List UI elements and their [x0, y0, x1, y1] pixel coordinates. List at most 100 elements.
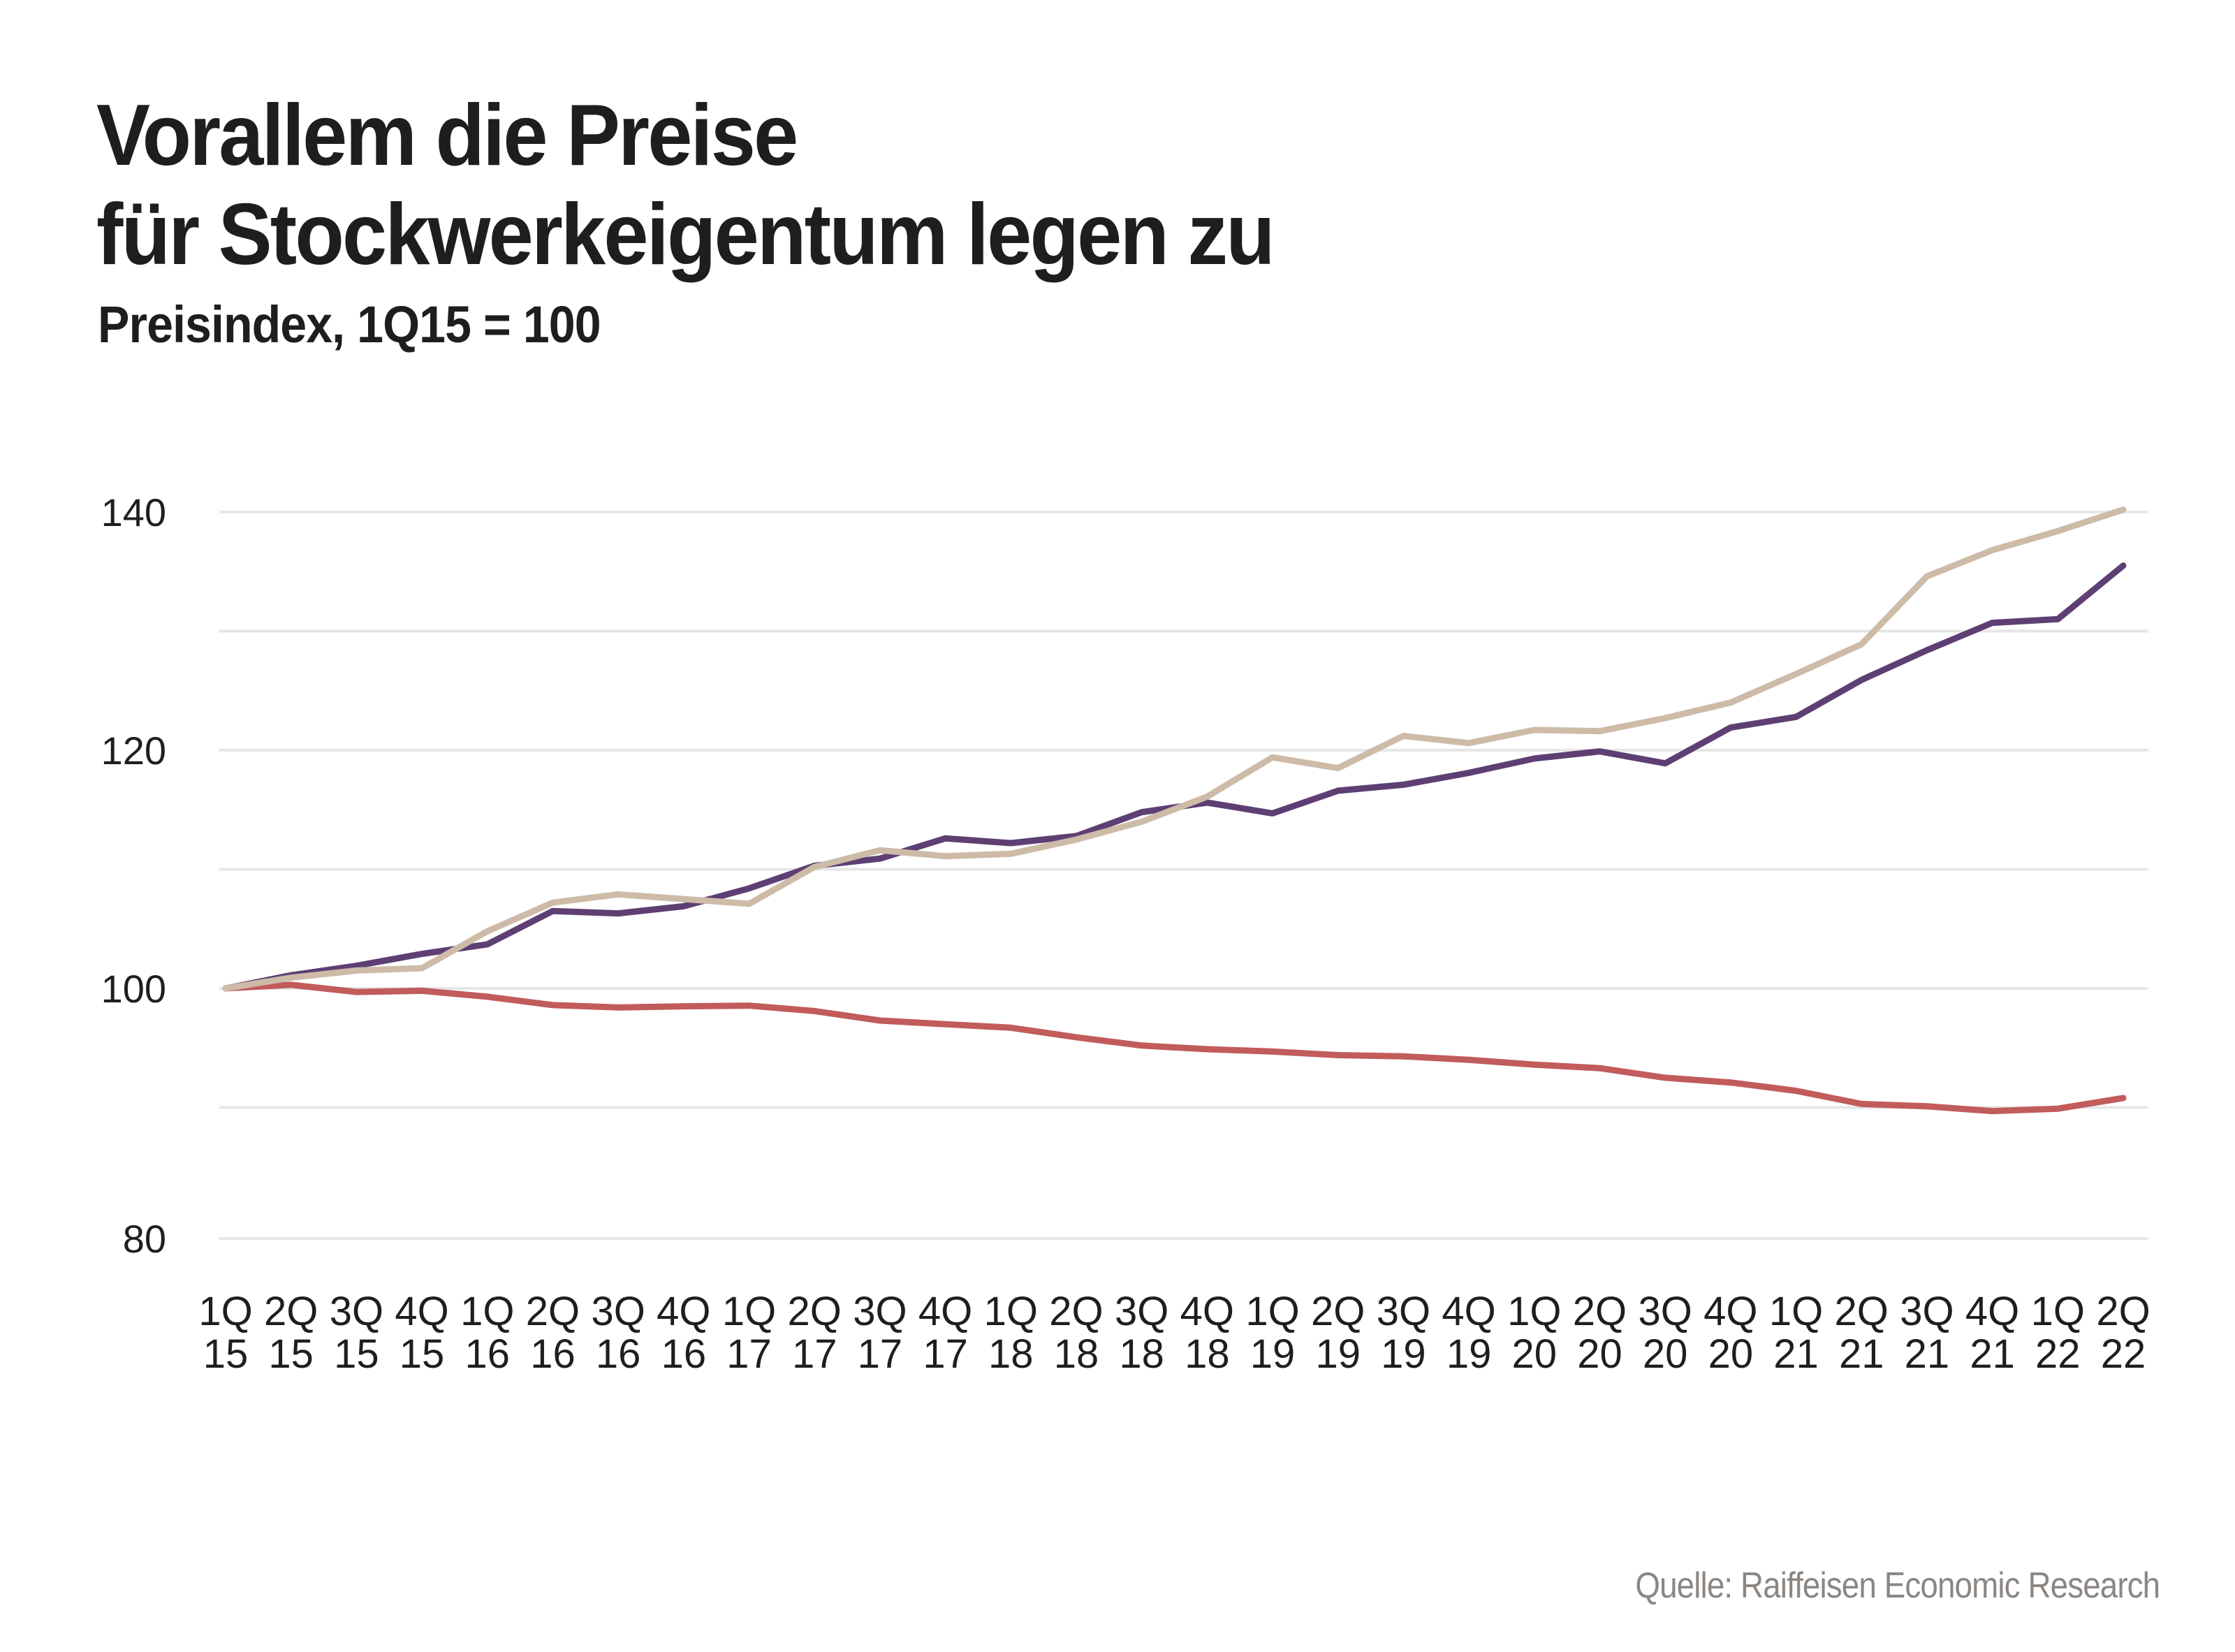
- x-tick-year: 18: [1119, 1331, 1164, 1377]
- x-tick-year: 19: [1446, 1331, 1492, 1377]
- x-tick-quarter: 1Q: [722, 1289, 776, 1334]
- y-tick-label: 100: [101, 967, 166, 1011]
- x-tick-quarter: 3Q: [853, 1289, 907, 1334]
- x-tick-year: 22: [2035, 1331, 2081, 1377]
- x-tick-label: 1Q 19: [1245, 1289, 1299, 1377]
- x-tick-label: 4Q 20: [1703, 1289, 1757, 1377]
- x-tick-year: 18: [1054, 1331, 1099, 1377]
- x-tick-quarter: 4Q: [1442, 1289, 1495, 1334]
- x-tick-label: 3Q 15: [330, 1289, 383, 1377]
- x-tick-quarter: 2Q: [1049, 1289, 1103, 1334]
- x-tick-quarter: 1Q: [1769, 1289, 1823, 1334]
- x-tick-label: 1Q 20: [1507, 1289, 1561, 1377]
- x-tick-label: 2Q 17: [788, 1289, 842, 1377]
- x-tick-label: 4Q 15: [395, 1289, 448, 1377]
- x-tick-label: 4Q 16: [657, 1289, 710, 1377]
- x-tick-label: 2Q 21: [1835, 1289, 1889, 1377]
- x-tick-year: 15: [268, 1331, 314, 1377]
- x-tick-label: 4Q 18: [1180, 1289, 1234, 1377]
- x-tick-label: 2Q 16: [526, 1289, 580, 1377]
- x-tick-quarter: 2Q: [2096, 1289, 2150, 1334]
- x-tick-quarter: 1Q: [198, 1289, 252, 1334]
- x-tick-quarter: 4Q: [1180, 1289, 1234, 1334]
- x-tick-quarter: 3Q: [330, 1289, 383, 1334]
- x-tick-label: 1Q 21: [1769, 1289, 1823, 1377]
- x-tick-label: 4Q 17: [918, 1289, 972, 1377]
- x-tick-quarter: 1Q: [1507, 1289, 1561, 1334]
- x-tick-label: 3Q 18: [1115, 1289, 1168, 1377]
- x-tick-quarter: 4Q: [395, 1289, 448, 1334]
- x-tick-year: 19: [1315, 1331, 1361, 1377]
- x-tick-label: 1Q 15: [198, 1289, 252, 1377]
- x-tick-label: 3Q 16: [591, 1289, 645, 1377]
- chart-title-line-2: für Stockwerkeigentum legen zu: [96, 187, 1275, 283]
- x-tick-label: 2Q 19: [1311, 1289, 1365, 1377]
- x-tick-year: 18: [1185, 1331, 1230, 1377]
- y-tick-label: 120: [101, 729, 166, 773]
- x-tick-quarter: 1Q: [1245, 1289, 1299, 1334]
- x-tick-quarter: 2Q: [788, 1289, 842, 1334]
- x-tick-label: 1Q 17: [722, 1289, 776, 1377]
- source-note: Quelle: Raiffeisen Economic Research: [1635, 1565, 2160, 1606]
- x-tick-label: 1Q 16: [460, 1289, 514, 1377]
- x-tick-year: 17: [858, 1331, 903, 1377]
- series-line-2: [222, 981, 2127, 1115]
- x-tick-quarter: 1Q: [984, 1289, 1038, 1334]
- x-tick-quarter: 3Q: [1638, 1289, 1692, 1334]
- x-tick-quarter: 4Q: [657, 1289, 710, 1334]
- x-tick-label: 2Q 18: [1049, 1289, 1103, 1377]
- x-tick-year: 21: [1970, 1331, 2015, 1377]
- x-tick-label: 4Q 19: [1442, 1289, 1495, 1377]
- x-tick-year: 16: [465, 1331, 511, 1377]
- series-line-0: [222, 562, 2127, 992]
- x-tick-year: 18: [988, 1331, 1034, 1377]
- x-tick-label: 2Q 22: [2096, 1289, 2150, 1377]
- x-tick-year: 15: [334, 1331, 379, 1377]
- x-tick-year: 19: [1250, 1331, 1296, 1377]
- x-tick-quarter: 4Q: [1703, 1289, 1757, 1334]
- x-tick-year: 20: [1577, 1331, 1622, 1377]
- x-tick-year: 17: [726, 1331, 772, 1377]
- y-axis-tick-labels: 80 100 120 140: [101, 490, 166, 1261]
- x-tick-year: 21: [1773, 1331, 1819, 1377]
- x-tick-label: 3Q 21: [1900, 1289, 1954, 1377]
- x-tick-year: 20: [1708, 1331, 1754, 1377]
- x-tick-quarter: 3Q: [1377, 1289, 1430, 1334]
- x-tick-year: 21: [1905, 1331, 1950, 1377]
- x-tick-quarter: 1Q: [460, 1289, 514, 1334]
- chart-subtitle: Preisindex, 1Q15 = 100: [98, 295, 601, 353]
- x-tick-label: 2Q 20: [1573, 1289, 1627, 1377]
- x-tick-quarter: 2Q: [1311, 1289, 1365, 1334]
- x-tick-label: 3Q 19: [1377, 1289, 1430, 1377]
- x-tick-quarter: 2Q: [526, 1289, 580, 1334]
- x-tick-year: 20: [1512, 1331, 1558, 1377]
- chart-title-line-1: Vorallem die Preise: [96, 87, 798, 184]
- x-tick-year: 16: [661, 1331, 707, 1377]
- x-tick-year: 15: [203, 1331, 249, 1377]
- series-line-1: [222, 506, 2127, 992]
- gridlines: [219, 511, 2148, 1240]
- x-tick-label: 1Q 18: [984, 1289, 1038, 1377]
- x-tick-year: 16: [596, 1331, 641, 1377]
- x-tick-year: 17: [792, 1331, 837, 1377]
- x-tick-quarter: 4Q: [918, 1289, 972, 1334]
- x-tick-year: 22: [2101, 1331, 2146, 1377]
- x-tick-label: 3Q 20: [1638, 1289, 1692, 1377]
- x-tick-quarter: 3Q: [1900, 1289, 1954, 1334]
- x-tick-quarter: 2Q: [1573, 1289, 1627, 1334]
- x-tick-year: 20: [1643, 1331, 1688, 1377]
- x-tick-quarter: 3Q: [591, 1289, 645, 1334]
- x-tick-year: 19: [1381, 1331, 1426, 1377]
- x-tick-quarter: 1Q: [2031, 1289, 2085, 1334]
- x-tick-label: 4Q 21: [1965, 1289, 2019, 1377]
- x-tick-year: 21: [1839, 1331, 1884, 1377]
- y-tick-label: 80: [123, 1217, 166, 1261]
- x-tick-year: 17: [923, 1331, 968, 1377]
- x-tick-quarter: 3Q: [1115, 1289, 1168, 1334]
- x-tick-quarter: 2Q: [1835, 1289, 1889, 1334]
- y-tick-label: 140: [101, 490, 166, 534]
- series-lines: [222, 506, 2127, 1115]
- x-tick-label: 1Q 22: [2031, 1289, 2085, 1377]
